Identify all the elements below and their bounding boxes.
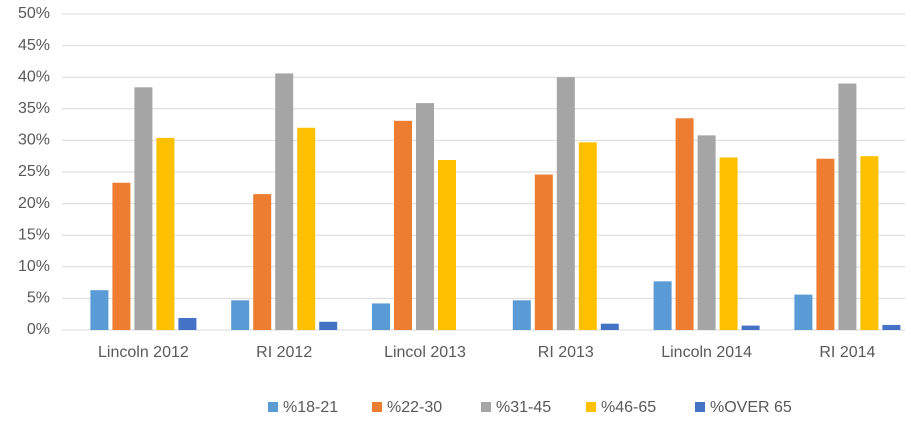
bar: [134, 87, 153, 330]
y-tick-label: 40%: [18, 68, 50, 85]
bar: [719, 157, 738, 330]
legend-label: %46-65: [601, 399, 656, 416]
y-tick-label: 25%: [18, 163, 50, 180]
bar: [741, 325, 760, 330]
bar: [372, 303, 390, 330]
bar: [438, 159, 456, 330]
x-tick-label: Lincoln 2014: [661, 344, 752, 361]
bar: [653, 281, 672, 330]
legend-label: %31-45: [496, 399, 551, 416]
y-tick-label: 15%: [18, 226, 50, 243]
bar: [534, 174, 553, 330]
legend-label: %18-21: [283, 399, 338, 416]
bar: [178, 317, 197, 330]
legend-label: %22-30: [387, 399, 442, 416]
legend-swatch: [695, 402, 705, 412]
y-tick-label: 35%: [18, 100, 50, 117]
bar: [231, 300, 250, 330]
bar: [675, 118, 694, 330]
bar: [253, 194, 272, 330]
x-tick-label: Lincol 2013: [384, 344, 466, 361]
bar: [882, 324, 901, 330]
y-tick-label: 20%: [18, 195, 50, 212]
bar: [578, 142, 597, 330]
bar: [838, 83, 857, 331]
bar: [816, 158, 835, 330]
bar: [794, 294, 813, 330]
bar: [319, 321, 338, 330]
y-tick-label: 0%: [27, 321, 50, 338]
bar: [275, 73, 294, 331]
y-tick-label: 45%: [18, 37, 50, 54]
bar: [556, 77, 575, 330]
bar: [297, 127, 316, 330]
legend-swatch: [586, 402, 596, 412]
y-tick-label: 10%: [18, 258, 50, 275]
x-tick-label: RI 2013: [538, 344, 594, 361]
legend-swatch: [372, 402, 382, 412]
bar: [112, 182, 131, 330]
bar: [90, 290, 109, 330]
bar: [156, 137, 175, 330]
legend-label: %OVER 65: [710, 399, 792, 416]
x-tick-label: RI 2014: [819, 344, 875, 361]
y-tick-label: 5%: [27, 290, 50, 307]
bar: [416, 103, 434, 330]
x-tick-label: Lincoln 2012: [98, 344, 189, 361]
x-tick-label: RI 2012: [256, 344, 312, 361]
bar: [697, 135, 716, 330]
bar: [600, 323, 619, 330]
legend-swatch: [481, 402, 491, 412]
y-tick-label: 50%: [18, 5, 50, 22]
legend-swatch: [268, 402, 278, 412]
y-tick-label: 30%: [18, 132, 50, 149]
bar: [394, 120, 412, 330]
bar: [860, 156, 879, 330]
bar: [512, 300, 531, 330]
